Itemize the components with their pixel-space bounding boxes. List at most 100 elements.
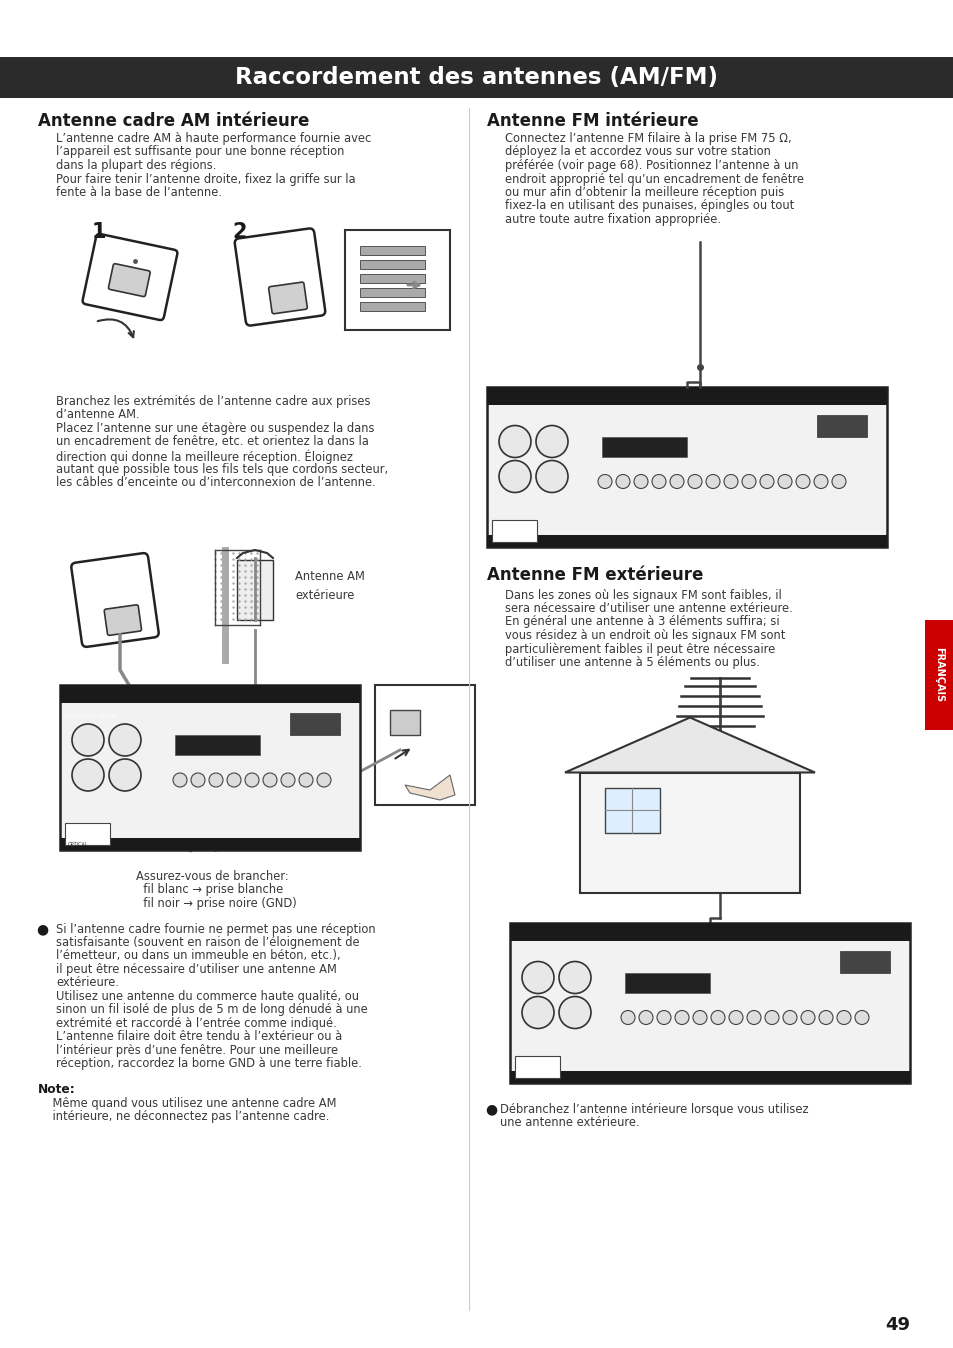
Bar bbox=[510, 1070, 909, 1082]
Circle shape bbox=[316, 772, 331, 787]
Bar bbox=[390, 710, 419, 735]
Circle shape bbox=[669, 474, 683, 488]
Text: 2: 2 bbox=[232, 222, 246, 243]
Text: d’utiliser une antenne à 5 éléments ou plus.: d’utiliser une antenne à 5 éléments ou p… bbox=[504, 656, 760, 669]
Text: sera nécessaire d’utiliser une antenne extérieure.: sera nécessaire d’utiliser une antenne e… bbox=[504, 603, 792, 615]
Bar bbox=[486, 387, 886, 404]
Bar bbox=[840, 950, 889, 972]
Text: Même quand vous utilisez une antenne cadre AM: Même quand vous utilisez une antenne cad… bbox=[38, 1096, 336, 1109]
Text: direction qui donne la meilleure réception. Éloignez: direction qui donne la meilleure récepti… bbox=[56, 449, 353, 464]
Text: Si l’antenne cadre fournie ne permet pas une réception: Si l’antenne cadre fournie ne permet pas… bbox=[56, 922, 375, 936]
FancyBboxPatch shape bbox=[375, 685, 475, 805]
Text: 1: 1 bbox=[91, 222, 107, 243]
Text: ●: ● bbox=[36, 922, 48, 937]
Text: L’antenne filaire doit être tendu à l’extérieur ou à: L’antenne filaire doit être tendu à l’ex… bbox=[56, 1030, 342, 1043]
Circle shape bbox=[818, 1011, 832, 1024]
Bar bbox=[515, 1055, 559, 1077]
Bar bbox=[60, 685, 359, 704]
Text: ou mur afin d’obtenir la meilleure réception puis: ou mur afin d’obtenir la meilleure récep… bbox=[504, 186, 783, 200]
Text: autant que possible tous les fils tels que cordons secteur,: autant que possible tous les fils tels q… bbox=[56, 462, 388, 476]
Bar bbox=[60, 685, 359, 851]
Text: Note:: Note: bbox=[38, 1082, 75, 1096]
Circle shape bbox=[536, 426, 567, 457]
Text: Branchez les extrémités de l’antenne cadre aux prises: Branchez les extrémités de l’antenne cad… bbox=[56, 395, 370, 408]
Bar bbox=[924, 620, 953, 731]
Text: Antenne FM intérieure: Antenne FM intérieure bbox=[486, 112, 698, 129]
Text: FRANÇAIS: FRANÇAIS bbox=[933, 647, 943, 702]
Bar bbox=[510, 922, 909, 941]
Bar bbox=[510, 922, 909, 1082]
Text: d’antenne AM.: d’antenne AM. bbox=[56, 408, 139, 422]
Text: Antenne FM extérieure: Antenne FM extérieure bbox=[486, 566, 702, 585]
Text: En général une antenne à 3 éléments suffira; si: En général une antenne à 3 éléments suff… bbox=[504, 616, 779, 628]
Text: particulièrement faibles il peut être nécessaire: particulièrement faibles il peut être né… bbox=[504, 643, 775, 655]
Circle shape bbox=[760, 474, 773, 488]
Bar bbox=[359, 274, 424, 283]
Text: Assurez-vous de brancher:: Assurez-vous de brancher: bbox=[136, 869, 289, 883]
Circle shape bbox=[782, 1011, 796, 1024]
Circle shape bbox=[227, 772, 241, 787]
Text: satisfaisante (souvent en raison de l’éloignement de: satisfaisante (souvent en raison de l’él… bbox=[56, 936, 359, 949]
Circle shape bbox=[616, 474, 629, 488]
Bar bbox=[816, 414, 866, 437]
Text: les câbles d’enceinte ou d’interconnexion de l’antenne.: les câbles d’enceinte ou d’interconnexio… bbox=[56, 476, 375, 489]
Circle shape bbox=[813, 474, 827, 488]
Text: sinon un fil isolé de plus de 5 m de long dénudé à une: sinon un fil isolé de plus de 5 m de lon… bbox=[56, 1003, 367, 1016]
FancyBboxPatch shape bbox=[83, 235, 177, 319]
Text: fente à la base de l’antenne.: fente à la base de l’antenne. bbox=[56, 186, 222, 200]
Text: fil noir → prise noire (GND): fil noir → prise noire (GND) bbox=[136, 896, 296, 910]
FancyBboxPatch shape bbox=[109, 264, 150, 297]
Text: Antenne AM
extérieure: Antenne AM extérieure bbox=[294, 570, 364, 603]
Text: Connectez l’antenne FM filaire à la prise FM 75 Ω,: Connectez l’antenne FM filaire à la pris… bbox=[504, 132, 791, 146]
Text: il peut être nécessaire d’utiliser une antenne AM: il peut être nécessaire d’utiliser une a… bbox=[56, 962, 336, 976]
Text: Raccordement des antennes (AM/FM): Raccordement des antennes (AM/FM) bbox=[235, 66, 718, 89]
Text: Débranchez l’antenne intérieure lorsque vous utilisez: Débranchez l’antenne intérieure lorsque … bbox=[499, 1103, 807, 1116]
Text: l’émetteur, ou dans un immeuble en béton, etc.),: l’émetteur, ou dans un immeuble en béton… bbox=[56, 949, 340, 962]
Circle shape bbox=[536, 461, 567, 492]
Circle shape bbox=[639, 1011, 652, 1024]
Bar bbox=[486, 535, 886, 546]
Circle shape bbox=[521, 961, 554, 993]
Circle shape bbox=[723, 474, 738, 488]
Text: ●: ● bbox=[484, 1103, 497, 1116]
Text: un encadrement de fenêtre, etc. et orientez la dans la: un encadrement de fenêtre, etc. et orien… bbox=[56, 435, 369, 449]
Circle shape bbox=[263, 772, 276, 787]
Circle shape bbox=[854, 1011, 868, 1024]
Circle shape bbox=[710, 1011, 724, 1024]
Text: intérieure, ne déconnectez pas l’antenne cadre.: intérieure, ne déconnectez pas l’antenne… bbox=[38, 1109, 329, 1123]
Circle shape bbox=[687, 474, 701, 488]
Circle shape bbox=[109, 724, 141, 756]
Circle shape bbox=[598, 474, 612, 488]
Circle shape bbox=[558, 961, 590, 993]
Text: l’intérieur près d’une fenêtre. Pour une meilleure: l’intérieur près d’une fenêtre. Pour une… bbox=[56, 1043, 337, 1057]
Bar bbox=[290, 713, 339, 735]
Circle shape bbox=[245, 772, 258, 787]
Circle shape bbox=[836, 1011, 850, 1024]
Circle shape bbox=[71, 759, 104, 791]
Circle shape bbox=[71, 724, 104, 756]
Bar bbox=[236, 559, 273, 620]
Circle shape bbox=[692, 1011, 706, 1024]
FancyBboxPatch shape bbox=[234, 228, 325, 326]
Circle shape bbox=[558, 996, 590, 1029]
Circle shape bbox=[657, 1011, 670, 1024]
Circle shape bbox=[634, 474, 647, 488]
Bar bbox=[604, 787, 659, 833]
Bar bbox=[174, 735, 260, 755]
Text: Utilisez une antenne du commerce haute qualité, ou: Utilisez une antenne du commerce haute q… bbox=[56, 989, 358, 1003]
Text: 49: 49 bbox=[884, 1316, 909, 1335]
Bar bbox=[359, 260, 424, 270]
Bar bbox=[0, 57, 953, 98]
Text: Pour faire tenir l’antenne droite, fixez la griffe sur la: Pour faire tenir l’antenne droite, fixez… bbox=[56, 173, 355, 186]
Text: Placez l’antenne sur une étagère ou suspendez la dans: Placez l’antenne sur une étagère ou susp… bbox=[56, 422, 375, 435]
Bar bbox=[65, 824, 110, 845]
Text: SURROUND FM/AM: SURROUND FM/AM bbox=[65, 713, 116, 718]
Bar bbox=[579, 772, 800, 892]
Circle shape bbox=[620, 1011, 635, 1024]
Bar bbox=[624, 972, 709, 992]
Text: l’appareil est suffisante pour une bonne réception: l’appareil est suffisante pour une bonne… bbox=[56, 146, 344, 159]
Circle shape bbox=[209, 772, 223, 787]
Circle shape bbox=[191, 772, 205, 787]
Text: déployez la et accordez vous sur votre station: déployez la et accordez vous sur votre s… bbox=[504, 146, 770, 159]
Bar bbox=[359, 302, 424, 311]
